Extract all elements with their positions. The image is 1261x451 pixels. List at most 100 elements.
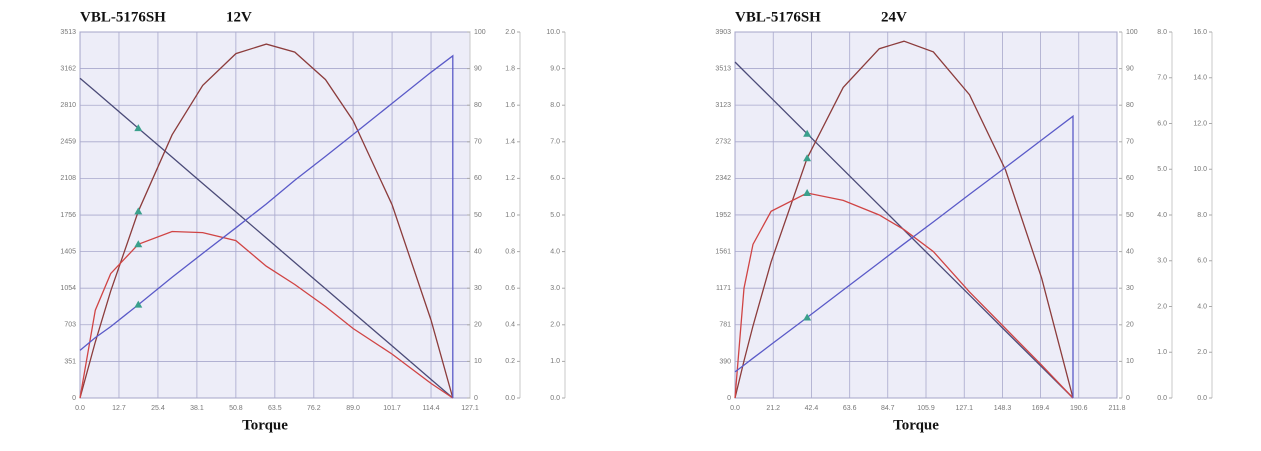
x-tick-label: 12.7 [112,405,126,412]
chart-title: VBL-5176SH [80,9,166,25]
x-tick-label: 114.4 [423,405,440,412]
y2-tick-label: 40 [474,248,482,255]
point-marker [803,313,812,321]
y-tick-label: 351 [64,358,76,365]
y3-tick-label: 3.0 [1157,258,1167,265]
point-marker [134,207,143,215]
y-tick-label: 1756 [60,212,76,219]
y4-tick-label: 4.0 [1197,303,1207,310]
y2-tick-label: 70 [1126,139,1134,146]
y-tick-label: 2459 [60,139,76,146]
y-tick-label: 1405 [60,248,76,255]
y-tick-label: 2108 [60,175,76,182]
y-tick-label: 3513 [715,65,731,72]
chart-subtitle: 12V [226,9,252,25]
y-tick-label: 1054 [60,285,76,292]
series-line [79,54,454,398]
x-tick-label: 0.0 [75,405,85,412]
x-tick-label: 63.5 [268,405,282,412]
x-tick-label: 190.6 [1070,405,1088,412]
y2-tick-label: 0 [474,395,478,402]
y2-tick-label: 80 [474,102,482,109]
x-tick-label: 38.1 [190,405,204,412]
y2-tick-label: 60 [1126,175,1134,182]
x-tick-label: 50.8 [229,405,243,412]
y3-tick-label: 0.0 [505,395,515,402]
y4-tick-label: 14.0 [1193,75,1207,82]
y4-tick-label: 16.0 [1193,29,1207,36]
y-tick-label: 1952 [715,212,731,219]
y2-tick-label: 30 [1126,285,1134,292]
y4-tick-label: 0.0 [1197,395,1207,402]
y3-tick-label: 2.0 [1157,303,1167,310]
y3-tick-label: 0.2 [505,358,515,365]
y-tick-label: 3903 [715,29,731,36]
chart: VBL-5176SH 12V Torque 0.0 12.7 25.4 38.1 50.8 63… [60,9,566,433]
series-line [79,43,454,399]
x-tick-label: 89.0 [346,405,360,412]
y3-tick-label: 1.8 [505,65,515,72]
x-tick-label: 0.0 [730,405,740,412]
y-tick-label: 2732 [715,139,731,146]
series-line [734,192,1074,399]
y3-tick-label: 1.2 [505,175,515,182]
y3-tick-label: 5.0 [1157,166,1167,173]
y3-tick-label: 0.0 [1157,395,1167,402]
y2-tick-label: 60 [474,175,482,182]
y4-tick-label: 5.0 [550,212,560,219]
y3-tick-label: 1.6 [505,102,515,109]
y3-tick-label: 1.0 [1157,349,1167,356]
y3-tick-label: 7.0 [1157,75,1167,82]
y2-tick-label: 100 [474,29,486,36]
point-marker [803,129,812,137]
y2-tick-label: 90 [1126,65,1134,72]
y2-tick-label: 70 [474,139,482,146]
y4-tick-label: 10.0 [546,29,560,36]
y-tick-label: 3513 [60,29,76,36]
series-line [734,114,1074,398]
y4-tick-label: 2.0 [1197,349,1207,356]
y3-tick-label: 6.0 [1157,120,1167,127]
x-tick-label: 42.4 [805,405,819,412]
y4-tick-label: 8.0 [550,102,560,109]
y2-tick-label: 40 [1126,248,1134,255]
y3-tick-label: 0.8 [505,248,515,255]
x-tick-label: 169.4 [1032,405,1050,412]
series-line [734,61,1074,399]
x-tick-label: 127.1 [955,405,973,412]
y2-tick-label: 50 [1126,212,1134,219]
point-marker [134,300,143,308]
y4-tick-label: 6.0 [1197,258,1207,265]
chart-title: VBL-5176SH [735,9,821,25]
y4-tick-label: 2.0 [550,322,560,329]
x-tick-label: 127.1 [461,405,479,412]
x-tick-label: 25.4 [151,405,165,412]
chart-subtitle: 24V [881,9,907,25]
point-marker [134,124,143,132]
y4-tick-label: 1.0 [550,358,560,365]
x-tick-label: 105.9 [917,405,935,412]
y-tick-label: 390 [719,358,731,365]
series-line [734,40,1074,399]
y3-tick-label: 0.4 [505,322,515,329]
x-tick-label: 84.7 [881,405,895,412]
x-axis-label: Torque [893,417,939,433]
y-tick-label: 3123 [715,102,731,109]
x-tick-label: 211.8 [1109,405,1126,412]
y4-tick-label: 7.0 [550,139,560,146]
y-tick-label: 781 [719,322,731,329]
y2-tick-label: 20 [1126,322,1134,329]
x-axis-label: Torque [242,417,288,433]
y2-tick-label: 10 [474,358,482,365]
y-tick-label: 0 [727,395,731,402]
y-tick-label: 1561 [715,248,731,255]
x-tick-label: 148.3 [994,405,1012,412]
y2-tick-label: 90 [474,65,482,72]
y3-tick-label: 1.4 [505,139,515,146]
y2-tick-label: 30 [474,285,482,292]
y4-tick-label: 8.0 [1197,212,1207,219]
series-line [79,77,454,399]
y4-tick-label: 6.0 [550,175,560,182]
point-marker [803,189,812,197]
